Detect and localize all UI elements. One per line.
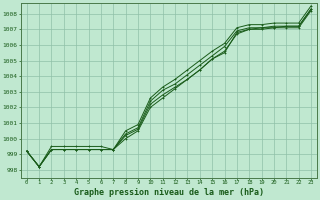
X-axis label: Graphe pression niveau de la mer (hPa): Graphe pression niveau de la mer (hPa): [74, 188, 264, 197]
